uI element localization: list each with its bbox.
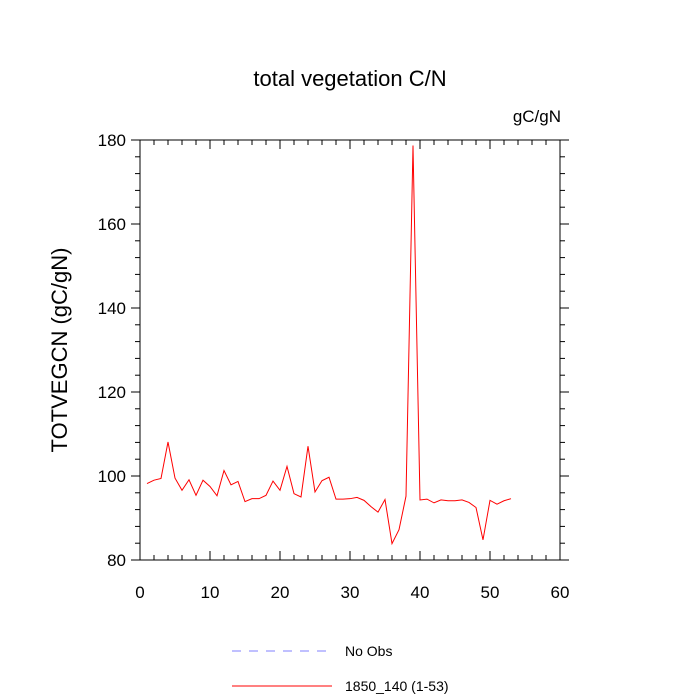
x-tick-label: 30 [341, 583, 360, 602]
x-tick-label: 0 [135, 583, 144, 602]
y-tick-label: 180 [98, 131, 126, 150]
y-tick-label: 140 [98, 299, 126, 318]
y-tick-label: 160 [98, 215, 126, 234]
units-label: gC/gN [512, 107, 561, 126]
series-line-1 [146, 145, 512, 546]
legend [232, 650, 332, 687]
y-axis-label: TOTVEGCN (gC/gN) [47, 247, 72, 453]
x-tick-label: 20 [271, 583, 290, 602]
chart-title: total vegetation C/N [253, 66, 447, 91]
x-tick-label: 40 [411, 583, 430, 602]
axis-ticks [131, 139, 569, 561]
y-tick-label: 120 [98, 383, 126, 402]
tick-labels: 0 10 20 30 40 50 60 80 100 120 140 160 180 [98, 131, 570, 602]
legend-label-model: 1850_140 (1-53) [345, 678, 449, 694]
y-tick-label: 100 [98, 467, 126, 486]
x-tick-label: 50 [481, 583, 500, 602]
y-tick-label: 80 [107, 551, 126, 570]
legend-label-no-obs: No Obs [345, 643, 393, 659]
x-tick-label: 60 [551, 583, 570, 602]
x-tick-label: 10 [201, 583, 220, 602]
data-series [146, 145, 512, 546]
plot-frame [139, 139, 561, 561]
